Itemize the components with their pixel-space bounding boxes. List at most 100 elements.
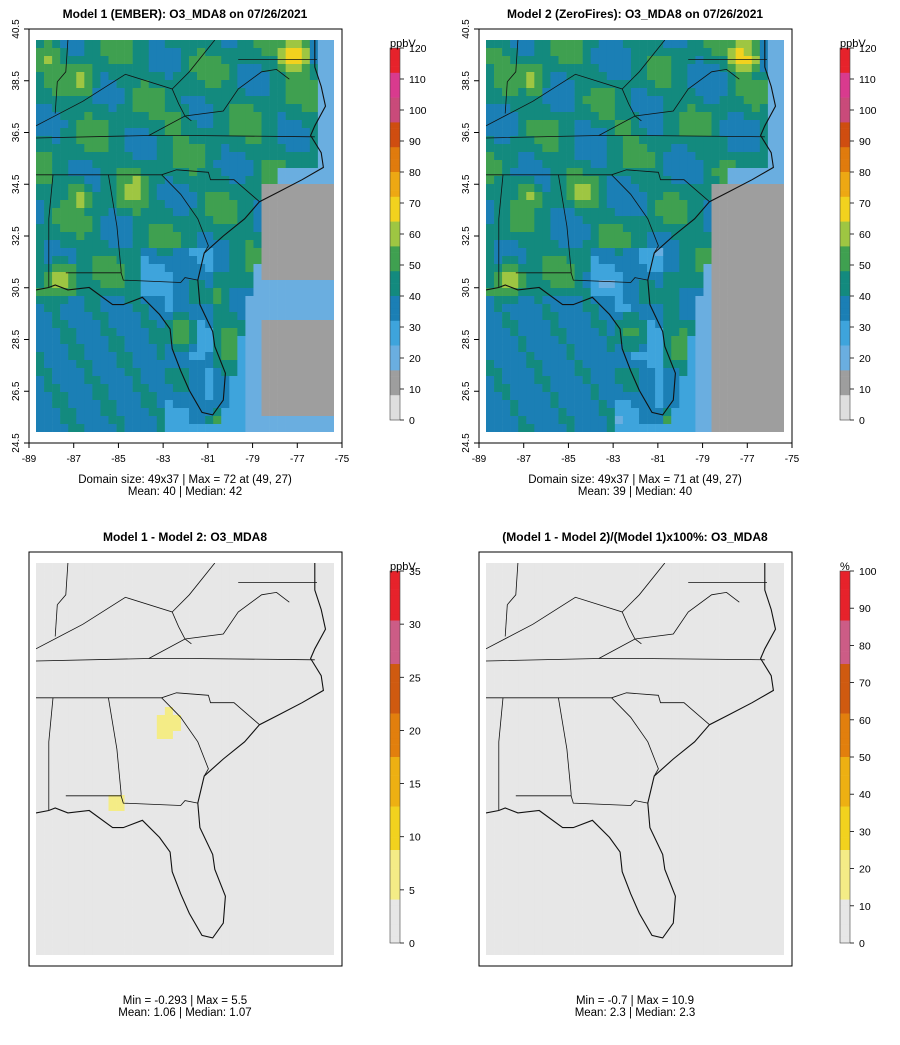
grid-cell — [727, 240, 736, 249]
grid-cell — [550, 64, 559, 73]
grid-cell — [108, 368, 117, 377]
grid-cell — [679, 120, 688, 129]
grid-cell — [317, 48, 327, 57]
grid-cell — [655, 184, 664, 193]
grid-cell — [172, 360, 182, 369]
grid-cell — [727, 208, 736, 217]
grid-cell — [213, 400, 222, 409]
grid-cell — [172, 392, 182, 401]
grid-cell — [132, 376, 141, 385]
grid-cell — [671, 408, 680, 417]
grid-cell — [116, 424, 125, 432]
grid-cell — [44, 843, 53, 852]
grid-cell — [92, 851, 101, 860]
grid-cell — [52, 272, 61, 281]
grid-cell — [76, 352, 85, 361]
grid-cell — [132, 416, 141, 425]
grid-cell — [92, 392, 101, 401]
grid-cell — [582, 256, 591, 265]
grid-cell — [261, 659, 270, 668]
grid-cell — [663, 336, 672, 345]
grid-cell — [164, 787, 174, 796]
grid-cell — [695, 184, 704, 193]
grid-cell — [84, 707, 93, 716]
grid-cell — [60, 755, 69, 764]
grid-cell — [671, 400, 680, 409]
grid-cell — [759, 80, 769, 89]
grid-cell — [213, 683, 222, 692]
grid-cell — [205, 795, 214, 804]
grid-cell — [622, 416, 632, 425]
grid-cell — [116, 280, 125, 289]
grid-cell — [663, 416, 672, 425]
grid-cell — [60, 563, 69, 572]
grid-cell — [598, 144, 608, 153]
grid-cell — [518, 232, 527, 241]
grid-cell — [502, 152, 511, 161]
grid-cell — [695, 384, 704, 393]
grid-cell — [759, 48, 769, 57]
grid-cell — [36, 400, 45, 409]
grid-cell — [550, 288, 559, 297]
grid-cell — [671, 424, 680, 432]
grid-cell — [711, 96, 720, 105]
grid-cell — [148, 216, 158, 225]
grid-cell — [590, 96, 600, 105]
grid-cell — [100, 368, 109, 377]
grid-cell — [767, 392, 777, 401]
grid-cell — [245, 64, 254, 73]
grid-cell — [655, 280, 664, 289]
grid-cell — [52, 563, 61, 572]
grid-cell — [108, 771, 117, 780]
grid-cell — [598, 312, 608, 321]
grid-cell — [534, 200, 543, 209]
grid-cell — [213, 272, 222, 281]
grid-cell — [486, 256, 495, 265]
grid-cell — [542, 408, 551, 417]
grid-cell — [92, 40, 101, 49]
state-border — [36, 169, 260, 203]
grid-cell — [309, 408, 319, 417]
grid-cell — [269, 400, 278, 409]
grid-cell — [751, 352, 761, 361]
grid-cell — [285, 184, 295, 193]
grid-cell — [622, 144, 632, 153]
grid-cell — [566, 400, 575, 409]
grid-cell — [518, 184, 527, 193]
grid-cell — [775, 264, 784, 273]
grid-cell — [606, 168, 616, 177]
grid-cell — [148, 731, 158, 740]
grid-cell — [711, 280, 720, 289]
grid-cell — [510, 272, 519, 281]
grid-cell — [180, 771, 190, 780]
grid-cell — [630, 96, 640, 105]
grid-cell — [172, 264, 182, 273]
grid-cell — [293, 747, 303, 756]
grid-cell — [132, 611, 141, 620]
grid-cell — [189, 72, 198, 81]
grid-cell — [679, 104, 688, 113]
grid-cell — [703, 176, 712, 185]
grid-cell — [92, 819, 101, 828]
grid-cell — [277, 755, 286, 764]
grid-cell — [269, 643, 278, 652]
grid-cell — [221, 675, 230, 684]
grid-cell — [663, 120, 672, 129]
grid-cell — [695, 176, 704, 185]
grid-cell — [132, 795, 141, 804]
grid-cell — [695, 336, 704, 345]
grid-cell — [52, 603, 61, 612]
grid-cell — [743, 80, 753, 89]
grid-cell — [775, 184, 784, 193]
grid-cell — [213, 248, 222, 257]
grid-cell — [614, 344, 624, 353]
grid-cell — [229, 811, 238, 820]
grid-cell — [759, 56, 769, 65]
grid-cell — [550, 384, 559, 393]
grid-cell — [558, 224, 567, 233]
grid-cell — [156, 603, 166, 612]
grid-cell — [526, 192, 535, 201]
grid-cell — [285, 216, 295, 225]
grid-cell — [566, 272, 575, 281]
grid-cell — [108, 787, 117, 796]
